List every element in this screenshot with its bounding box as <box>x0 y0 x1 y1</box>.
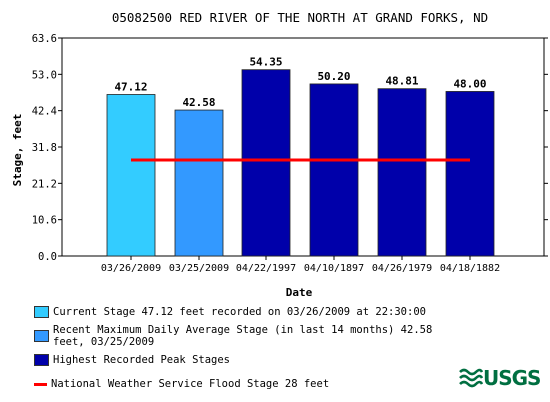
legend-swatch-current-stage <box>34 306 49 318</box>
bar <box>106 94 156 257</box>
bar <box>445 91 495 257</box>
legend-swatch-flood-stage <box>34 382 47 386</box>
y-tick-label: 42.4 <box>32 106 57 118</box>
y-tick-label: 53.0 <box>32 69 57 81</box>
x-tick-label: 03/26/2009 <box>101 263 161 274</box>
bar-value-label: 50.20 <box>317 70 350 83</box>
legend-item-flood-stage: National Weather Service Flood Stage 28 … <box>34 378 454 390</box>
x-tick-label: 04/18/1882 <box>440 263 500 274</box>
y-axis-label: Stage, feet <box>11 114 24 187</box>
y-tick-label: 21.2 <box>32 178 57 190</box>
bar <box>241 69 291 257</box>
legend-item-highest-peaks: Highest Recorded Peak Stages <box>34 354 454 366</box>
chart-title: 05082500 RED RIVER OF THE NORTH AT GRAND… <box>112 10 488 25</box>
bar <box>377 88 427 257</box>
x-tick-label: 03/25/2009 <box>169 263 229 274</box>
legend-swatch-recent-maximum <box>34 330 49 342</box>
legend: Current Stage 47.12 feet recorded on 03/… <box>34 306 454 402</box>
bar-value-label: 47.12 <box>114 80 147 93</box>
legend-label-highest-peaks: Highest Recorded Peak Stages <box>53 354 231 366</box>
legend-label-recent-maximum: Recent Maximum Daily Average Stage (in l… <box>53 324 433 348</box>
legend-item-recent-maximum: Recent Maximum Daily Average Stage (in l… <box>34 324 454 348</box>
bar-value-label: 54.35 <box>249 56 282 69</box>
legend-label-current-stage: Current Stage 47.12 feet recorded on 03/… <box>53 306 426 318</box>
x-tick-label: 04/22/1997 <box>236 263 296 274</box>
bar-value-label: 48.00 <box>453 77 486 90</box>
y-tick-label: 10.6 <box>32 215 57 227</box>
x-axis-label: Date <box>286 286 313 299</box>
legend-item-current-stage: Current Stage 47.12 feet recorded on 03/… <box>34 306 454 318</box>
usgs-wave-icon <box>459 368 483 388</box>
legend-label-flood-stage: National Weather Service Flood Stage 28 … <box>51 378 330 390</box>
usgs-logo: USGS <box>459 366 541 390</box>
x-tick-label: 04/10/1897 <box>304 263 364 274</box>
y-tick-label: 0.0 <box>38 251 57 263</box>
legend-swatch-highest-peaks <box>34 354 49 366</box>
bar-value-label: 42.58 <box>182 96 215 109</box>
x-tick-label: 04/26/1979 <box>372 263 432 274</box>
usgs-logo-text: USGS <box>483 366 541 390</box>
bar <box>174 109 224 257</box>
bar-value-label: 48.81 <box>385 75 418 88</box>
y-tick-label: 31.8 <box>32 142 57 154</box>
y-tick-label: 63.6 <box>32 33 57 45</box>
stage-bar-chart: 05082500 RED RIVER OF THE NORTH AT GRAND… <box>11 10 548 299</box>
bar <box>309 83 359 257</box>
